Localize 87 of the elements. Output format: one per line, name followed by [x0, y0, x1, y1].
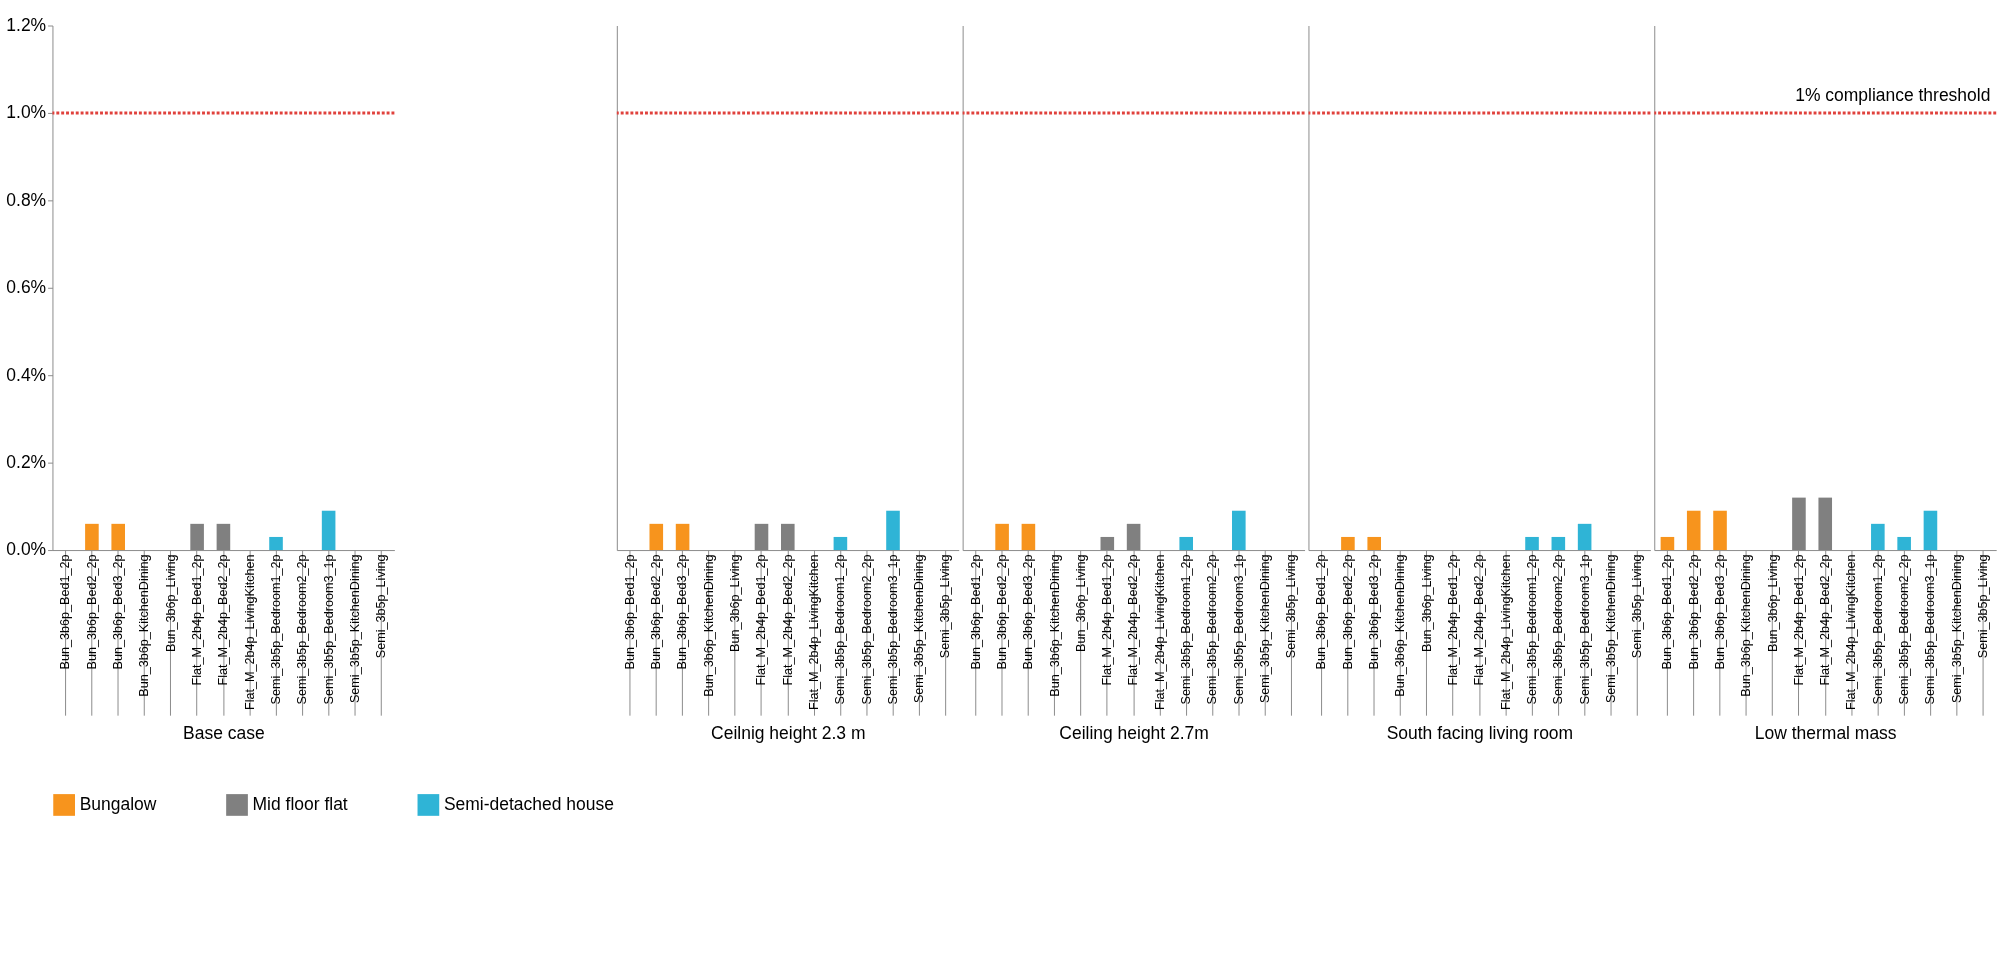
x-tick-label: Flat_M_2b4p_Bed2_2p — [1472, 554, 1487, 686]
x-tick-label: Bun_3b6p_Bed2_2p — [1686, 554, 1701, 670]
x-axis-title: Ceiling height 2.7m — [1059, 723, 1209, 744]
x-tick-label: Bun_3b6p_Bed2_2p — [1340, 554, 1355, 670]
x-tick-label: Semi_3b5p_Bedroom2_2p — [859, 554, 874, 705]
x-tick-label: Semi_3b5p_KitchenDining — [1258, 554, 1273, 704]
x-tick-label: Semi_3b5p_Bedroom1_2p — [268, 554, 283, 705]
x-tick-label: Semi_3b5p_Living — [1630, 554, 1645, 659]
x-tick-label: Bun_3b6p_Living — [1765, 554, 1780, 652]
x-tick-label: Flat_M_2b4p_LivingKitchen — [1152, 554, 1167, 711]
y-tick-label: 0.8% — [6, 189, 47, 210]
x-tick-label: Bun_3b6p_Bed1_2p — [622, 554, 637, 670]
bar — [1686, 510, 1701, 551]
x-tick-label: Bun_3b6p_Bed2_2p — [994, 554, 1009, 670]
x-axis-title: Low thermal mass — [1754, 723, 1897, 744]
x-tick-label: Bun_3b6p_KitchenDining — [701, 554, 716, 697]
x-tick-label: Bun_3b6p_Bed1_2p — [58, 554, 73, 670]
x-tick-label: Semi_3b5p_Bedroom1_2p — [1870, 554, 1885, 705]
x-tick-label: Flat_M_2b4p_Bed2_2p — [780, 554, 795, 686]
legend-label: Mid floor flat — [252, 793, 348, 814]
x-tick-label: Bun_3b6p_Bed3_2p — [1021, 554, 1036, 670]
y-tick-label: 0.4% — [6, 364, 47, 385]
x-tick-label: Flat_M_2b4p_LivingKitchen — [1498, 554, 1513, 711]
x-tick-label: Flat_M_2b4p_Bed2_2p — [1818, 554, 1833, 686]
x-tick-label: Semi_3b5p_Living — [1284, 554, 1299, 659]
x-tick-label: Semi_3b5p_Bedroom3_1p — [1231, 554, 1246, 705]
x-tick-label: Semi_3b5p_Bedroom3_1p — [885, 554, 900, 705]
x-tick-label: Bun_3b6p_Living — [728, 554, 743, 652]
ref-line-label: 1% compliance threshold — [1795, 85, 1991, 106]
x-tick-label: Bun_3b6p_Bed1_2p — [968, 554, 983, 670]
x-axis-title: Ceilnig height 2.3 m — [711, 723, 866, 744]
legend-label: Semi-detached house — [443, 793, 614, 814]
legend-label: Bungalow — [79, 793, 157, 814]
y-tick-label: 0.2% — [6, 451, 47, 472]
bar — [1871, 523, 1885, 551]
x-tick-label: Semi_3b5p_Living — [1975, 554, 1990, 659]
x-tick-label: Semi_3b5p_KitchenDining — [1603, 554, 1618, 704]
x-tick-label: Bun_3b6p_Living — [1073, 554, 1088, 652]
x-tick-label: Bun_3b6p_Bed1_2p — [1314, 554, 1329, 670]
x-tick-label: Semi_3b5p_Bedroom3_1p — [1577, 554, 1592, 705]
x-tick-label: Flat_M_2b4p_LivingKitchen — [1844, 554, 1859, 711]
x-tick-label: Flat_M_2b4p_Bed1_2p — [190, 554, 204, 686]
x-tick-label: Bun_3b6p_Bed3_2p — [1367, 554, 1382, 670]
x-tick-label: Semi_3b5p_Bedroom1_2p — [1524, 554, 1539, 705]
x-tick-label: Flat_M_2b4p_Bed1_2p — [1100, 554, 1115, 686]
x-tick-label: Flat_M_2b4p_Bed1_2p — [754, 554, 769, 686]
x-tick-label: Semi_3b5p_Bedroom2_2p — [1897, 554, 1912, 705]
x-tick-label: Bun_3b6p_Bed1_2p — [1660, 554, 1675, 670]
x-tick-label: Flat_M_2b4p_Bed2_2p — [216, 554, 231, 686]
x-tick-label: Bun_3b6p_Bed3_2p — [675, 554, 690, 670]
x-tick-label: Semi_3b5p_Bedroom2_2p — [1551, 554, 1566, 705]
x-tick-label: Semi_3b5p_Bedroom2_2p — [1205, 554, 1220, 705]
x-tick-label: Bun_3b6p_KitchenDining — [1739, 554, 1754, 697]
x-tick-label: Bun_3b6p_KitchenDining — [137, 554, 152, 697]
x-tick-label: Semi_3b5p_Bedroom1_2p — [833, 554, 848, 705]
bar — [1897, 536, 1911, 551]
y-tick-label: 0.0% — [6, 539, 47, 560]
x-tick-label: Semi_3b5p_Living — [374, 554, 389, 659]
x-tick-label: Bun_3b6p_Bed2_2p — [84, 554, 99, 670]
x-tick-label: Semi_3b5p_Bedroom1_2p — [1179, 554, 1194, 705]
y-tick-label: 0.6% — [6, 277, 47, 298]
y-tick-label: 1.0% — [6, 102, 47, 123]
x-tick-label: Bun_3b6p_Living — [1419, 554, 1434, 652]
x-tick-label: Semi_3b5p_Bedroom3_1p — [1923, 554, 1938, 705]
x-tick-label: Bun_3b6p_KitchenDining — [1393, 554, 1408, 697]
x-tick-label: Semi_3b5p_Bedroom2_2p — [295, 554, 310, 705]
x-tick-label: Semi_3b5p_KitchenDining — [1949, 554, 1964, 704]
x-tick-label: Flat_M_2b4p_LivingKitchen — [242, 554, 257, 711]
y-tick-label: 1.2% — [6, 14, 47, 35]
bar — [1923, 510, 1938, 551]
x-tick-label: Flat_M_2b4p_Bed1_2p — [1446, 554, 1461, 686]
x-tick-label: Bun_3b6p_Bed3_2p — [111, 554, 126, 670]
x-tick-label: Bun_3b6p_Bed3_2p — [1712, 554, 1727, 670]
x-tick-label: Flat_M_2b4p_Bed2_2p — [1126, 554, 1141, 686]
x-tick-label: Bun_3b6p_KitchenDining — [1047, 554, 1062, 697]
x-tick-label: Semi_3b5p_Bedroom3_1p — [321, 554, 336, 705]
bar — [1713, 510, 1727, 551]
x-tick-label: Semi_3b5p_KitchenDining — [912, 554, 927, 704]
x-tick-label: Bun_3b6p_Living — [163, 554, 178, 652]
x-axis-title: South facing living room — [1386, 723, 1574, 744]
x-axis-title: Base case — [183, 723, 265, 744]
x-tick-label: Semi_3b5p_KitchenDining — [347, 554, 362, 704]
x-tick-label: Bun_3b6p_Bed2_2p — [649, 554, 664, 670]
bar — [1660, 536, 1675, 551]
x-tick-label: Flat_M_2b4p_Bed1_2p — [1791, 554, 1806, 686]
x-tick-label: Semi_3b5p_Living — [938, 554, 953, 659]
x-tick-label: Flat_M_2b4p_LivingKitchen — [806, 554, 821, 711]
